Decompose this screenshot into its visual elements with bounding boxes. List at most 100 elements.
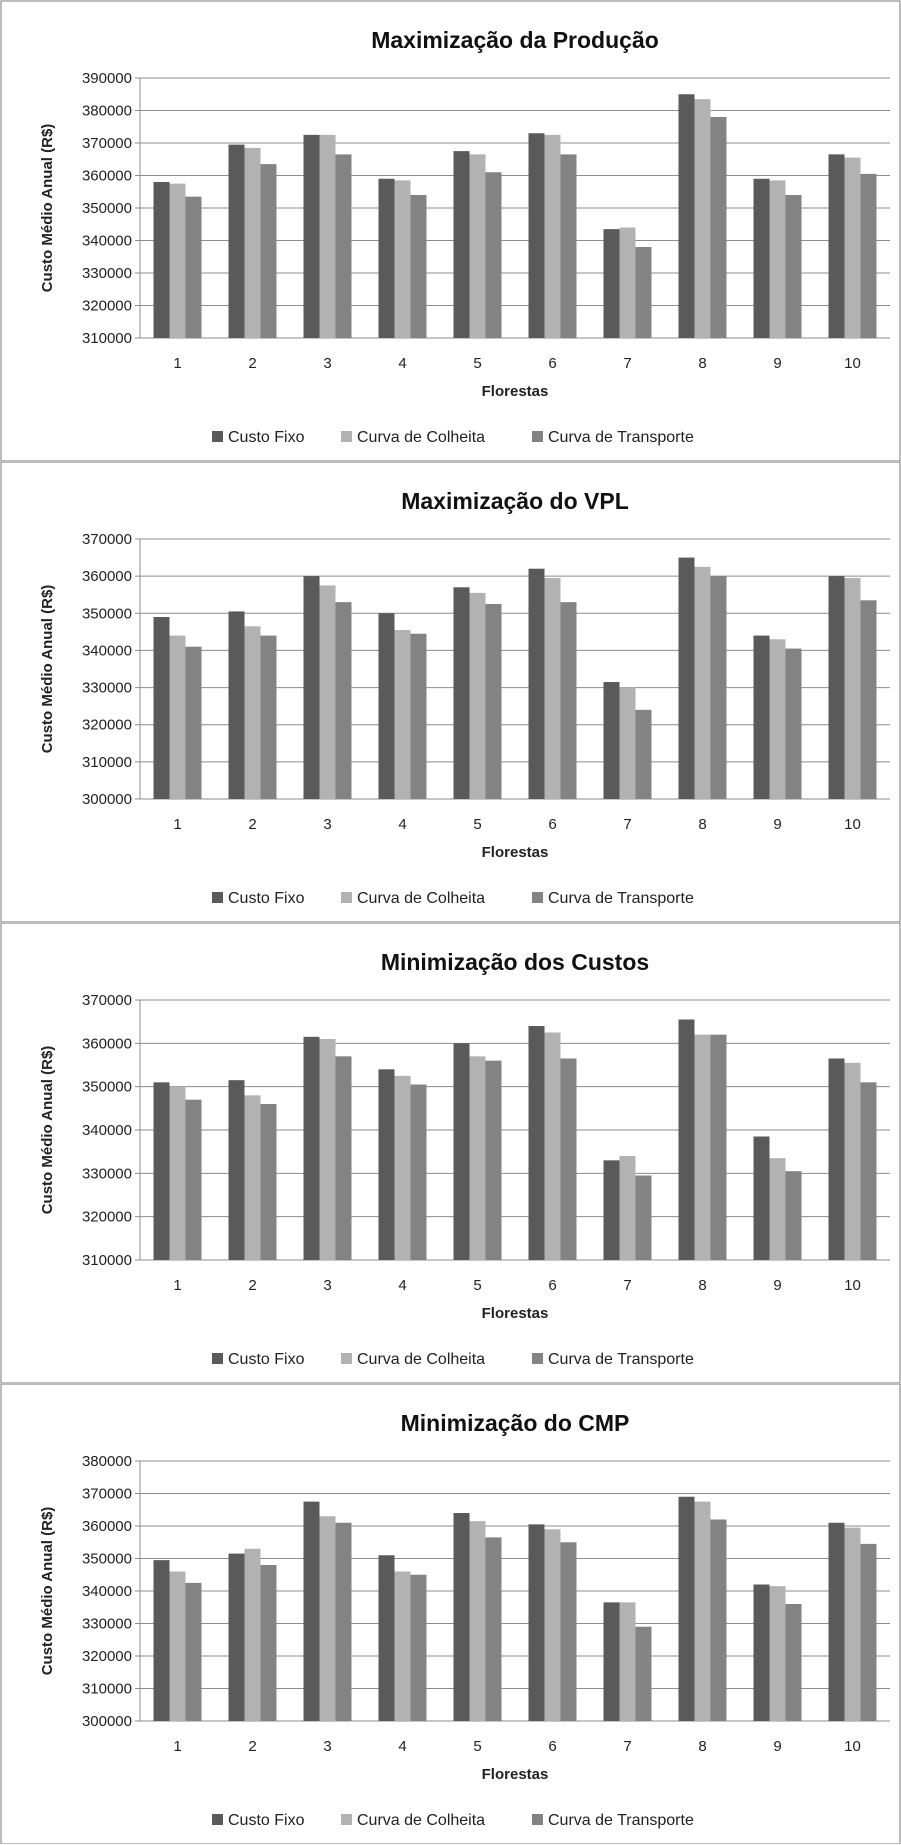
chart-title: Maximização da Produção [371, 27, 659, 53]
bar-series1-cat7 [603, 1602, 620, 1721]
bar-series2-cat2 [244, 147, 261, 338]
bar-series1-cat5 [453, 1043, 470, 1260]
bar-series1-cat8 [678, 1019, 695, 1260]
y-tick-label: 340000 [82, 233, 132, 250]
bar-series2-cat7 [619, 1156, 636, 1260]
legend-label: Curva de Transporte [548, 429, 694, 446]
y-axis-label: Custo Médio Anual (R$) [39, 124, 56, 293]
legend-label: Curva de Colheita [357, 890, 485, 907]
bar-series2-cat5 [469, 154, 486, 338]
bar-series1-cat4 [378, 1555, 395, 1721]
y-axis-label: Custo Médio Anual (R$) [39, 1507, 56, 1676]
chart-panel-4: Minimização do CMP 300000 310000 320000 3300… [0, 1383, 901, 1844]
bar-series3-cat1 [185, 1099, 202, 1260]
y-tick-label: 350000 [82, 1551, 132, 1568]
bar-series1-cat6 [528, 133, 545, 338]
bar-series2-cat1 [169, 1086, 186, 1260]
bar-series3-cat9 [785, 648, 802, 799]
bar-series3-cat3 [335, 1056, 352, 1260]
legend-swatch [212, 1353, 223, 1364]
bar-series1-cat6 [528, 1026, 545, 1260]
bar-series1-cat8 [678, 1496, 695, 1721]
bar-series1-cat9 [753, 635, 770, 799]
legend-label: Custo Fixo [228, 429, 305, 446]
y-tick-label: 330000 [82, 680, 132, 697]
x-tick-label: 7 [623, 1738, 631, 1755]
bar-series3-cat3 [335, 1522, 352, 1721]
y-tick-label: 340000 [82, 1122, 132, 1139]
x-tick-label: 10 [844, 355, 861, 372]
y-tick-label: 310000 [82, 1681, 132, 1698]
bar-series2-cat8 [694, 99, 711, 338]
bar-series2-cat4 [394, 1571, 411, 1721]
y-tick-label: 330000 [82, 1616, 132, 1633]
y-tick-label: 360000 [82, 1035, 132, 1052]
y-tick-label: 370000 [82, 992, 132, 1009]
x-tick-label: 5 [473, 355, 481, 372]
bar-series2-cat1 [169, 635, 186, 799]
bar-series2-cat6 [544, 578, 561, 799]
y-tick-label: 340000 [82, 1583, 132, 1600]
chart-panel-3: Minimização dos Custos 310000 320000 330000… [0, 922, 901, 1383]
x-axis-label: Florestas [482, 1305, 549, 1322]
bar-series1-cat6 [528, 568, 545, 799]
bar-series3-cat6 [560, 602, 577, 799]
bar-series2-cat9 [769, 180, 786, 338]
x-axis-label: Florestas [482, 383, 549, 400]
chart-title: Minimização dos Custos [381, 949, 649, 975]
bar-series3-cat6 [560, 154, 577, 338]
bar-series3-cat5 [485, 1060, 502, 1260]
y-tick-label: 330000 [82, 265, 132, 282]
bar-series1-cat9 [753, 1136, 770, 1260]
bar-series3-cat9 [785, 1171, 802, 1260]
y-tick-label: 370000 [82, 135, 132, 152]
y-tick-label: 310000 [82, 330, 132, 347]
legend-label: Curva de Colheita [357, 1812, 485, 1829]
legend-item: Curva de Colheita [341, 890, 485, 907]
bar-series2-cat3 [319, 585, 336, 799]
bar-series1-cat4 [378, 613, 395, 799]
y-tick-label: 350000 [82, 605, 132, 622]
bar-series2-cat8 [694, 1501, 711, 1721]
legend-swatch [212, 431, 223, 442]
bar-series1-cat4 [378, 1069, 395, 1260]
legend-label: Custo Fixo [228, 1812, 305, 1829]
bar-series3-cat1 [185, 196, 202, 338]
x-tick-label: 8 [698, 355, 706, 372]
legend-swatch [532, 892, 543, 903]
bar-series2-cat10 [844, 578, 861, 799]
bar-series1-cat10 [828, 1522, 845, 1721]
legend-label: Curva de Transporte [548, 1351, 694, 1368]
x-tick-label: 7 [623, 816, 631, 833]
y-tick-label: 380000 [82, 103, 132, 120]
bar-series2-cat10 [844, 1527, 861, 1721]
x-tick-label: 5 [473, 816, 481, 833]
bar-series1-cat9 [753, 1584, 770, 1721]
bar-series1-cat5 [453, 151, 470, 338]
bar-series2-cat8 [694, 566, 711, 799]
y-tick-label: 370000 [82, 1486, 132, 1503]
legend-label: Custo Fixo [228, 890, 305, 907]
chart-panel-1: Maximização da Produção 310000 320000 33000… [0, 0, 901, 461]
x-tick-label: 9 [773, 1277, 781, 1294]
bar-series1-cat2 [228, 1553, 245, 1721]
y-tick-label: 350000 [82, 1079, 132, 1096]
bar-series3-cat10 [860, 1082, 877, 1260]
y-tick-label: 310000 [82, 754, 132, 771]
bar-series1-cat7 [603, 1160, 620, 1260]
x-tick-label: 1 [173, 816, 181, 833]
y-tick-label: 320000 [82, 1209, 132, 1226]
bar-series1-cat7 [603, 682, 620, 799]
bar-series3-cat7 [635, 1175, 652, 1260]
bar-series3-cat7 [635, 1626, 652, 1721]
legend-swatch [212, 1814, 223, 1825]
x-tick-label: 5 [473, 1738, 481, 1755]
x-tick-label: 6 [548, 816, 556, 833]
bar-series1-cat2 [228, 611, 245, 799]
x-tick-label: 9 [773, 1738, 781, 1755]
bar-series3-cat2 [260, 164, 277, 338]
bar-series1-cat1 [153, 617, 170, 799]
x-tick-label: 8 [698, 816, 706, 833]
x-tick-label: 4 [398, 816, 406, 833]
x-tick-label: 10 [844, 1277, 861, 1294]
